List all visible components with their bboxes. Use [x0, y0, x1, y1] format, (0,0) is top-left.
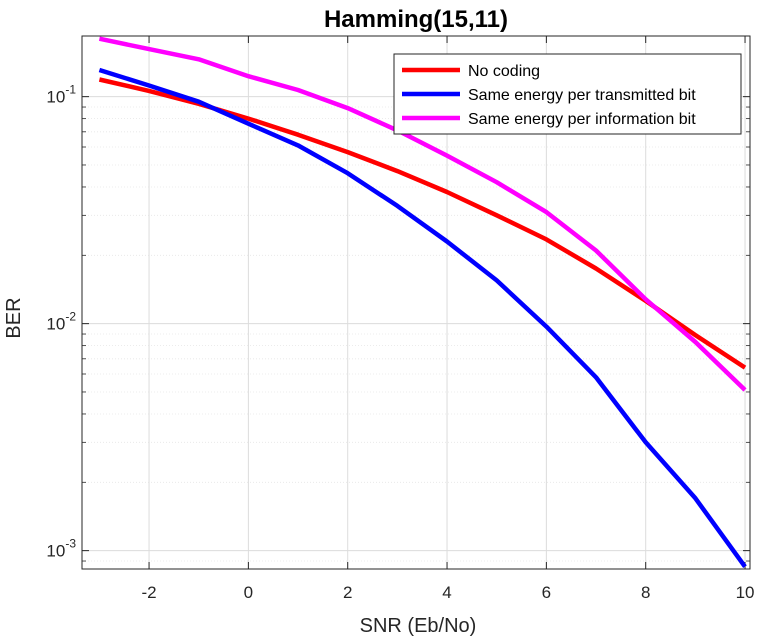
y-axis-label: BER: [3, 297, 25, 338]
x-tick-label: 10: [736, 583, 755, 602]
legend: No coding Same energy per transmitted bit…: [393, 53, 742, 135]
x-tick-label: 4: [442, 583, 451, 602]
x-tick-label: 8: [641, 583, 650, 602]
x-axis-label: SNR (Eb/No): [360, 615, 477, 637]
y-tick-label: 10-1: [46, 83, 76, 107]
series-line-2: [98, 67, 747, 569]
legend-label-1: No coding: [468, 63, 540, 80]
axis-ticks: 10-1 10-2 10-3 -2 0 2 4 6 8 10: [46, 36, 754, 602]
x-tick-label: 2: [343, 583, 352, 602]
chart-title: Hamming(15,11): [324, 6, 508, 33]
x-tick-label: -2: [141, 583, 156, 602]
plot-area: [81, 35, 751, 570]
x-tick-label: 6: [542, 583, 551, 602]
legend-label-3: Same energy per information bit: [468, 111, 696, 128]
y-tick-label: 10-2: [46, 310, 76, 334]
legend-label-2: Same energy per transmitted bit: [468, 87, 696, 104]
y-tick-label: 10-3: [46, 537, 76, 561]
x-tick-label: 0: [244, 583, 253, 602]
series-line-3: [98, 36, 747, 392]
series-lines: [98, 36, 747, 569]
